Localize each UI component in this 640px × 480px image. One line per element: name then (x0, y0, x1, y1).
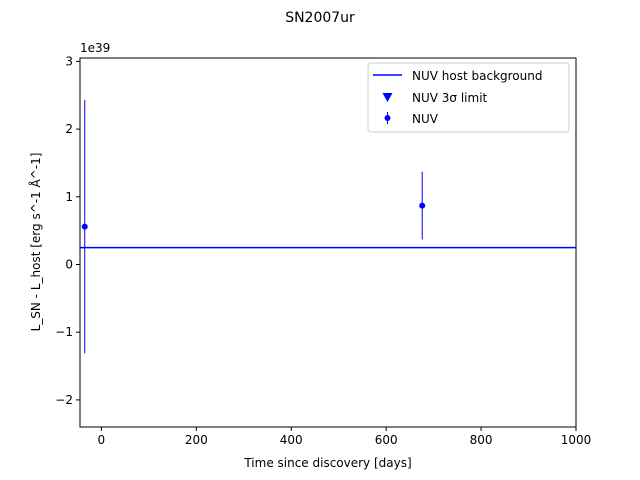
y-tick-label: 1 (65, 190, 73, 204)
chart-title: SN2007ur (285, 10, 355, 26)
x-tick-label: 200 (185, 433, 208, 447)
legend-limit-triangle-icon (382, 93, 393, 102)
legend-label-limit: NUV 3σ limit (412, 91, 488, 105)
legend-frame (367, 62, 570, 133)
y-tick-label: 0 (65, 258, 73, 272)
legend: NUV host background NUV 3σ limit NUV (367, 62, 570, 133)
y-tick-label: 2 (65, 122, 73, 136)
axes-frame (79, 57, 577, 428)
data-point (419, 202, 426, 209)
legend-point-icon (384, 115, 391, 121)
y-axis-label: L_SN - L_host [erg s^-1 Å^-1] (28, 153, 43, 332)
x-axis-label: Time since discovery [days] (243, 456, 411, 470)
y-offset-label: 1e39 (80, 41, 110, 55)
x-tick-label: 0 (98, 433, 106, 447)
legend-label-nuv: NUV (412, 112, 439, 126)
x-tick-label: 600 (375, 433, 398, 447)
x-tick-label: 400 (280, 433, 303, 447)
x-tick-label: 1000 (561, 433, 592, 447)
y-tick-label: −1 (55, 325, 73, 339)
plot-area (79, 57, 577, 428)
y-tick-label: 3 (65, 54, 73, 68)
legend-label-host-background: NUV host background (412, 69, 542, 83)
x-tick-label: 800 (470, 433, 493, 447)
y-tick-label: −2 (55, 393, 73, 407)
data-point (81, 223, 88, 230)
